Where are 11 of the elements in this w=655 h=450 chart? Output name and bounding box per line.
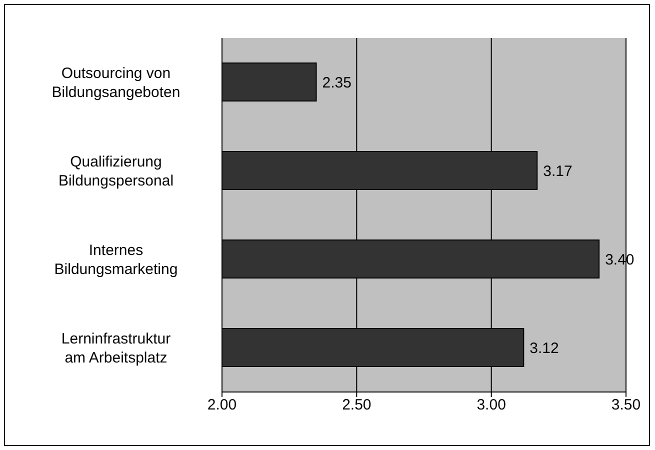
x-tick-label: 3.50 <box>611 396 641 414</box>
data-label: 3.12 <box>530 340 559 357</box>
x-tick-label: 2.00 <box>207 396 237 414</box>
data-label: 2.35 <box>322 74 352 92</box>
y-tick-label: Qualifizierung Bildungspersonal <box>58 154 174 190</box>
x-tick-label: 3.00 <box>476 396 506 414</box>
y-tick-label: Lerninfrastruktur am Arbeitsplatz <box>61 330 171 366</box>
x-tick-label: 2.50 <box>342 396 372 414</box>
y-tick-label: Outsourcing von Bildungsangeboten <box>52 65 180 101</box>
data-label: 3.17 <box>543 162 572 180</box>
y-tick-label: Internes Bildungsmarketing <box>54 242 178 278</box>
